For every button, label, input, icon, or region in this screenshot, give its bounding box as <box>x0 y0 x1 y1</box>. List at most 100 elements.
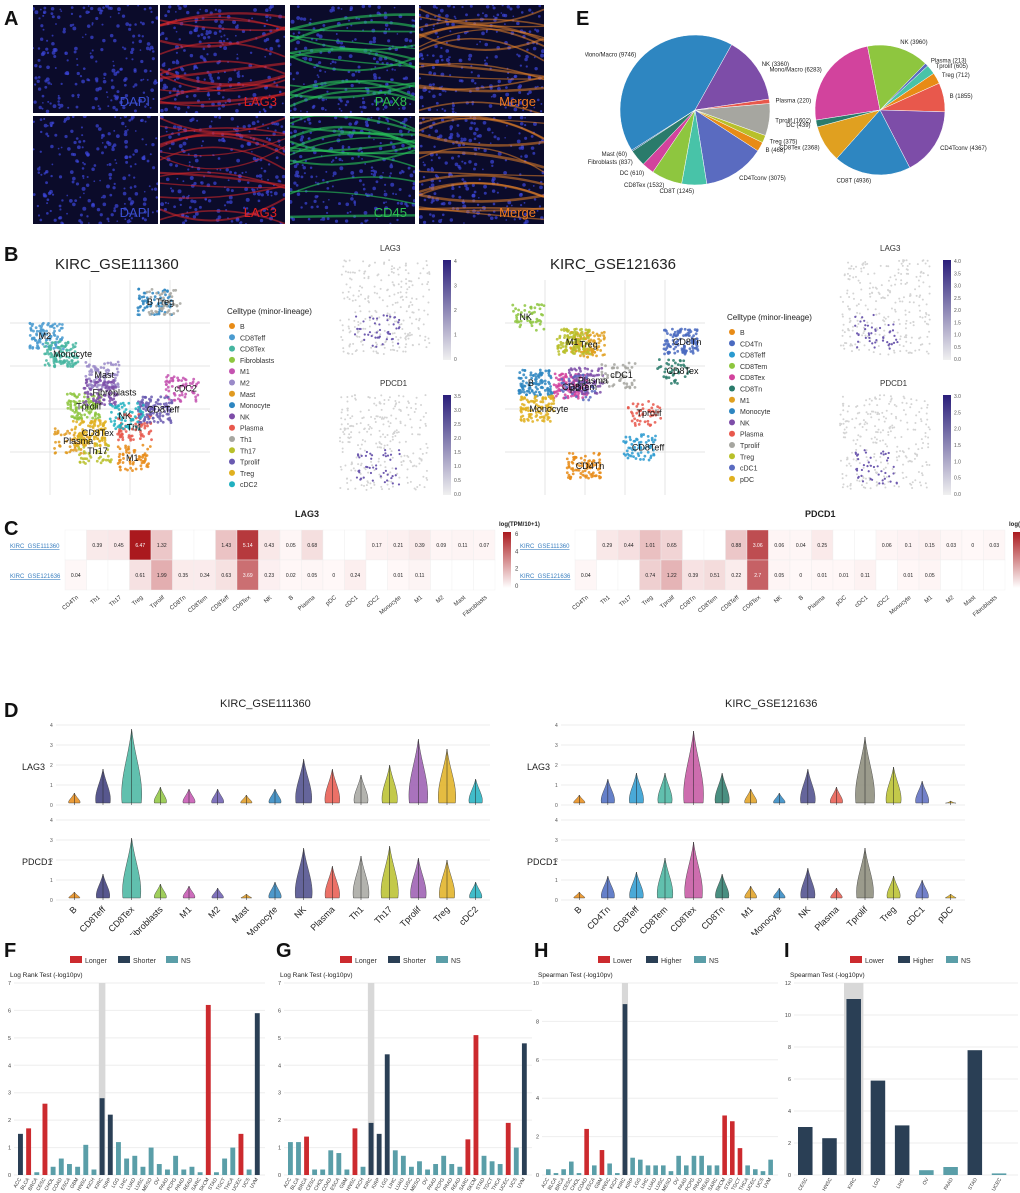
g-bar <box>473 1035 479 1175</box>
h-bar <box>645 1165 651 1175</box>
pie1-label: CD4Tconv (3075) <box>739 176 786 182</box>
f-bar <box>181 1169 187 1175</box>
g-legend-swatch <box>340 956 352 963</box>
c-left-row-label[interactable]: KIRC_GSE121636 <box>10 574 61 580</box>
c-left-col-label: Tprolif <box>149 595 166 611</box>
f-ytick: 5 <box>8 1036 11 1042</box>
d-left-category: M2 <box>206 904 222 920</box>
d-left-gene-label: LAG3 <box>22 762 45 772</box>
b-right-legend-dot <box>729 475 735 482</box>
g-bar <box>296 1142 301 1175</box>
b-left-legend-label: Th1 <box>240 437 252 444</box>
d-right-category: B <box>572 904 583 915</box>
c-left-cell-value: 0.21 <box>393 543 403 549</box>
g-legend-swatch <box>388 956 400 963</box>
umap-left-title: KIRC_GSE111360 <box>55 256 179 273</box>
c-right-col-label: cDC1 <box>854 595 870 610</box>
f-ytick: 0 <box>8 1173 11 1179</box>
h-bar <box>753 1169 758 1175</box>
g-legend-label: Shorter <box>403 958 427 965</box>
h-xtick: LGG <box>632 1177 643 1189</box>
c-left-legend-bar <box>503 532 511 588</box>
b-right-legend-label: Treg <box>740 454 754 461</box>
h-bar <box>707 1165 712 1175</box>
f-bar <box>173 1155 179 1175</box>
h-bar <box>722 1115 727 1175</box>
c-left-row-label[interactable]: KIRC_GSE111360 <box>10 544 60 550</box>
c-right-cell-value: 0.04 <box>796 543 806 549</box>
h-ytick: 6 <box>536 1058 539 1064</box>
c-left-cell-value: 0.63 <box>221 573 231 579</box>
g-bar <box>320 1169 326 1175</box>
c-left-cell-value: 0.23 <box>264 573 274 579</box>
g-legend-label: Longer <box>355 958 377 965</box>
f-xtick: GBM <box>69 1177 80 1190</box>
b-r-lag3-colorbar <box>943 260 951 360</box>
panel-f-i-bars: Longer Shorter NS Log Rank Test (-log10pv) 7… <box>8 956 1018 1193</box>
f-xtick: ACC <box>13 1177 24 1189</box>
b-left-legend-label: Tprolif <box>240 460 260 467</box>
b-left-legend-label: B <box>240 324 245 331</box>
b-left-legend-dot <box>229 345 235 352</box>
f-bar <box>67 1164 72 1175</box>
pie1-label: Plasma (220) <box>775 99 811 105</box>
d-right-gene-label: PDCD1 <box>527 857 558 867</box>
c-left-col-label: CD4Tn <box>62 595 80 612</box>
b-left-legend-dot <box>229 390 235 397</box>
b-r-lag3-title: LAG3 <box>880 244 901 253</box>
c-right-col-label: CD8Teff <box>720 595 741 614</box>
micrograph-merge-1: Merge <box>419 5 544 113</box>
d-right-ytick: 3 <box>555 743 558 749</box>
c-left-cell-value: 3.69 <box>243 573 253 579</box>
i-xtick: LGG <box>872 1177 883 1189</box>
c-left-cell <box>107 559 130 591</box>
g-bar <box>344 1169 350 1175</box>
f-bar <box>26 1128 32 1175</box>
pie1-slice <box>619 34 733 151</box>
umap-left-cluster-label: Th1 <box>127 422 143 432</box>
d-right-ytick: 1 <box>555 878 558 884</box>
i-legend-label: Higher <box>913 958 934 965</box>
h-legend-swatch <box>694 956 706 963</box>
b-right-legend-dot <box>729 453 735 460</box>
f-ytick: 3 <box>8 1091 11 1097</box>
i-bar <box>991 1173 1007 1175</box>
i-ytick: 0 <box>788 1173 791 1179</box>
b-left-legend-label: M1 <box>240 369 250 376</box>
umap-right-cluster-label: cDC1 <box>610 370 633 380</box>
c-left-col-label: Plasma <box>297 595 317 613</box>
b-l-pdcd1-tick: 0.0 <box>454 492 461 498</box>
f-bar <box>214 1172 219 1175</box>
b-left-legend-label: Treg <box>240 471 254 478</box>
i-xtick: KIRC <box>847 1177 858 1191</box>
c-right-cell <box>682 529 705 561</box>
b-r-pdcd1-tick: 0.0 <box>954 492 961 498</box>
c-right-row-label[interactable]: KIRC_GSE111360 <box>520 544 570 550</box>
c-right-col-label: M2 <box>945 595 956 605</box>
d-left-ytick: 2 <box>50 858 53 864</box>
c-right-row-label[interactable]: KIRC_GSE121636 <box>520 574 571 580</box>
d-left-category: M1 <box>177 904 193 920</box>
pie2-label: Mono/Macro (6283) <box>769 67 821 73</box>
i-xtick: PAAD <box>943 1177 955 1192</box>
b-right-legend-label: CD8Tex <box>740 375 765 382</box>
f-legend-label: Longer <box>85 958 107 965</box>
b-right-legend-dot <box>729 464 735 471</box>
g-xtick: UCS <box>508 1176 519 1189</box>
b-right-legend-dot <box>729 419 735 426</box>
b-right-legend-label: CD8Teff <box>740 353 765 360</box>
d-left-ytick: 0 <box>50 803 53 809</box>
pie2-label: Tprolif (605) <box>936 64 968 70</box>
c-left-cell <box>64 529 87 561</box>
pie2-label: DC (439) <box>786 123 810 129</box>
umap-right-cluster-label: CD8Tn <box>673 337 702 347</box>
f-bar <box>42 1103 48 1175</box>
g-legend-swatch <box>436 956 448 963</box>
c-right-cell-value: 0.74 <box>645 573 655 579</box>
g-xtick: ACC <box>282 1177 293 1189</box>
b-l-lag3-tick: 1 <box>454 333 457 339</box>
d-right-category: CD8Tex <box>668 904 698 934</box>
f-bar <box>124 1158 130 1175</box>
d-left-category: Plasma <box>308 904 336 932</box>
g-bar <box>336 1153 342 1175</box>
